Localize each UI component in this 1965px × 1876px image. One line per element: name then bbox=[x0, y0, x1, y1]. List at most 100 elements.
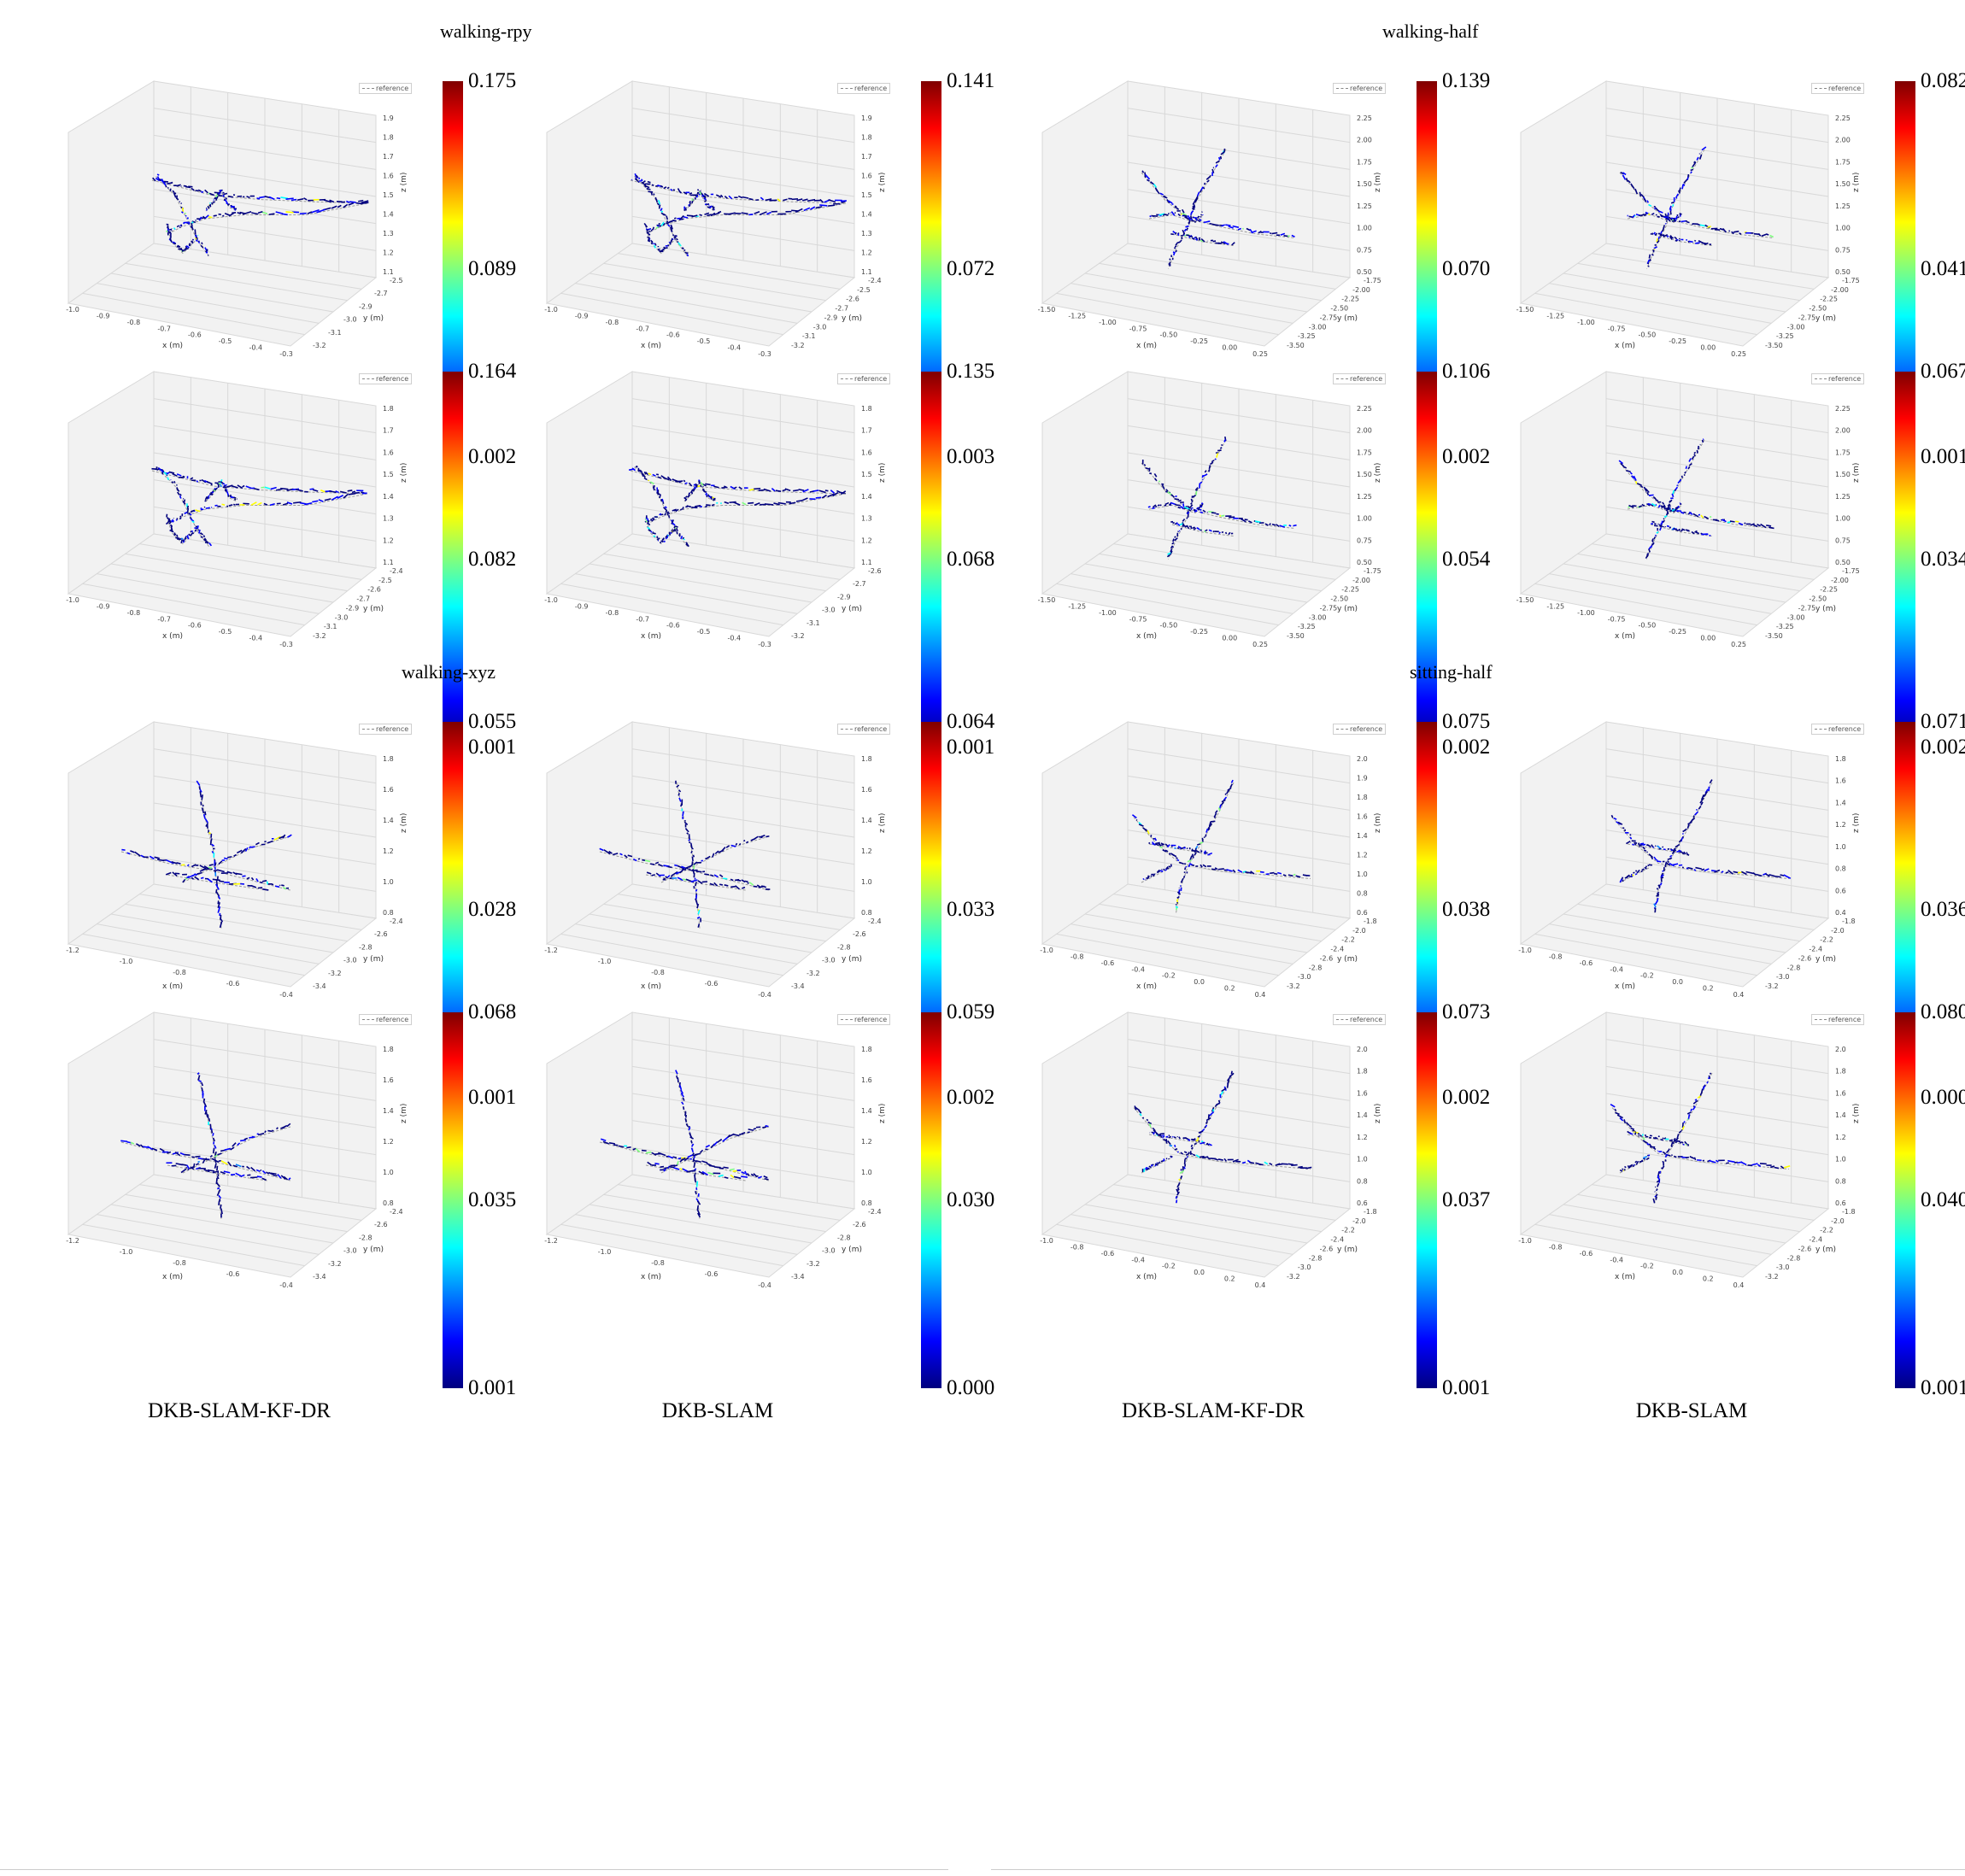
trajectory-segment bbox=[773, 502, 780, 506]
trajectory-segment bbox=[791, 209, 799, 212]
trajectory-segment bbox=[1692, 1105, 1695, 1108]
trajectory-segment bbox=[1673, 1155, 1677, 1158]
legend: reference bbox=[359, 83, 413, 94]
grid-line bbox=[603, 1193, 826, 1233]
y-tick-label: -2.75 bbox=[1320, 314, 1338, 321]
trajectory-segment bbox=[121, 848, 126, 851]
trajectory-segment bbox=[1203, 530, 1206, 533]
x-tick-label: -0.2 bbox=[1162, 1263, 1176, 1270]
y-tick-label: -3.50 bbox=[1765, 342, 1783, 349]
dashed-reference-line-icon bbox=[1336, 1019, 1348, 1020]
y-tick-label: -2.6 bbox=[374, 930, 388, 938]
trajectory-segment bbox=[1164, 843, 1169, 847]
colorbar-max-label: 0.164 bbox=[468, 360, 517, 383]
trajectory-segment bbox=[208, 192, 214, 196]
x-tick-label: -1.00 bbox=[1577, 609, 1595, 617]
y-tick-label: -2.75 bbox=[1798, 314, 1816, 321]
z-tick-label: 1.4 bbox=[861, 493, 872, 501]
trajectory-segment bbox=[273, 835, 281, 841]
z-axis-label: z (m) bbox=[1852, 173, 1861, 192]
trajectory-segment bbox=[678, 797, 682, 802]
z-tick-label: 1.0 bbox=[383, 1169, 394, 1176]
floor-pane bbox=[1519, 533, 1830, 637]
trajectory-segment bbox=[176, 534, 179, 537]
grid-line bbox=[1592, 1184, 1815, 1221]
trajectory-segment bbox=[1218, 514, 1222, 517]
trajectory-segment bbox=[267, 840, 273, 844]
trajectory-segment bbox=[706, 855, 711, 859]
trajectory-segment bbox=[1616, 1114, 1623, 1119]
grid-line bbox=[603, 262, 826, 302]
y-tick-label: -2.6 bbox=[1320, 1245, 1334, 1252]
trajectory-segment bbox=[647, 180, 651, 184]
y-tick-label: -3.4 bbox=[313, 1273, 326, 1281]
trajectory-segment bbox=[210, 1128, 213, 1131]
trajectory-segment bbox=[1186, 517, 1188, 519]
z-tick-label: 0.50 bbox=[1357, 559, 1372, 566]
legend: reference bbox=[837, 1014, 891, 1025]
grid-line bbox=[618, 253, 841, 290]
x-tick-label: -1.25 bbox=[1068, 312, 1086, 320]
trajectory-segment bbox=[1192, 1153, 1196, 1157]
legend: reference bbox=[1333, 83, 1387, 94]
trajectory-segment bbox=[212, 1133, 214, 1136]
trajectory-segment bbox=[1229, 783, 1233, 789]
trajectory-segment bbox=[1667, 860, 1669, 864]
trajectory-segment bbox=[1646, 502, 1651, 507]
y-tick-label: -2.4 bbox=[868, 917, 882, 925]
trajectory-segment bbox=[1727, 870, 1733, 875]
trajectory-segment bbox=[257, 501, 262, 506]
trajectory-segment bbox=[1633, 475, 1637, 481]
trajectory-segment bbox=[1634, 1160, 1638, 1164]
trajectory-segment bbox=[1678, 237, 1681, 240]
trajectory-segment bbox=[1654, 900, 1658, 906]
trajectory-segment bbox=[840, 490, 847, 495]
x-tick-label: -0.7 bbox=[636, 615, 649, 623]
y-tick-label: -2.25 bbox=[1820, 586, 1838, 594]
trajectory-segment bbox=[200, 536, 203, 538]
z-tick-label: 1.00 bbox=[1357, 225, 1372, 232]
trajectory-segment bbox=[1701, 868, 1705, 871]
y-tick-label: -2.8 bbox=[1787, 1254, 1801, 1262]
trajectory-segment bbox=[172, 1152, 179, 1155]
grid-line bbox=[589, 913, 812, 953]
trajectory-segment bbox=[666, 220, 669, 223]
trajectory-segment bbox=[701, 1170, 708, 1176]
trajectory-segment bbox=[1704, 242, 1709, 246]
trajectory-segment bbox=[1672, 849, 1676, 853]
trajectory-segment bbox=[1663, 507, 1669, 510]
trajectory-segment bbox=[182, 878, 186, 883]
trajectory-segment bbox=[1232, 225, 1240, 228]
reference-trajectory bbox=[182, 835, 291, 883]
trajectory-segment bbox=[697, 923, 701, 928]
trajectory-segment bbox=[1200, 481, 1203, 484]
trajectory-segment bbox=[691, 507, 698, 509]
x-tick-label: -0.25 bbox=[1190, 337, 1208, 345]
trajectory-segment bbox=[1158, 1133, 1163, 1139]
legend-label: reference bbox=[1828, 375, 1862, 383]
trajectory-segment bbox=[683, 1157, 689, 1162]
trajectory-segment bbox=[1693, 1157, 1697, 1161]
reference-trajectory bbox=[1171, 524, 1235, 536]
trajectory-segment bbox=[191, 876, 195, 880]
trajectory-segment bbox=[1659, 882, 1663, 886]
grid-line bbox=[1056, 933, 1279, 976]
trajectory-segment bbox=[214, 862, 217, 866]
grid-line bbox=[1084, 563, 1308, 603]
trajectory-segment bbox=[1217, 449, 1222, 452]
trajectory-segment bbox=[824, 490, 829, 492]
trajectory-segment bbox=[635, 178, 640, 184]
trajectory-segment bbox=[1680, 837, 1683, 842]
y-tick-label: -2.0 bbox=[1352, 1217, 1366, 1225]
trajectory-segment bbox=[1657, 1171, 1660, 1176]
plot-caption: DKB-SLAM-KF-DR bbox=[1122, 1399, 1305, 1422]
trajectory-segment bbox=[171, 860, 178, 865]
trajectory-segment bbox=[1178, 1178, 1182, 1181]
trajectory-segment bbox=[1664, 861, 1668, 866]
trajectory-segment bbox=[249, 1176, 258, 1179]
trajectory-segment bbox=[1194, 196, 1199, 202]
trajectory-segment bbox=[698, 1170, 705, 1175]
trajectory-segment bbox=[690, 1143, 695, 1147]
trajectory-segment bbox=[1681, 1123, 1684, 1129]
trajectory-segment bbox=[748, 214, 754, 216]
